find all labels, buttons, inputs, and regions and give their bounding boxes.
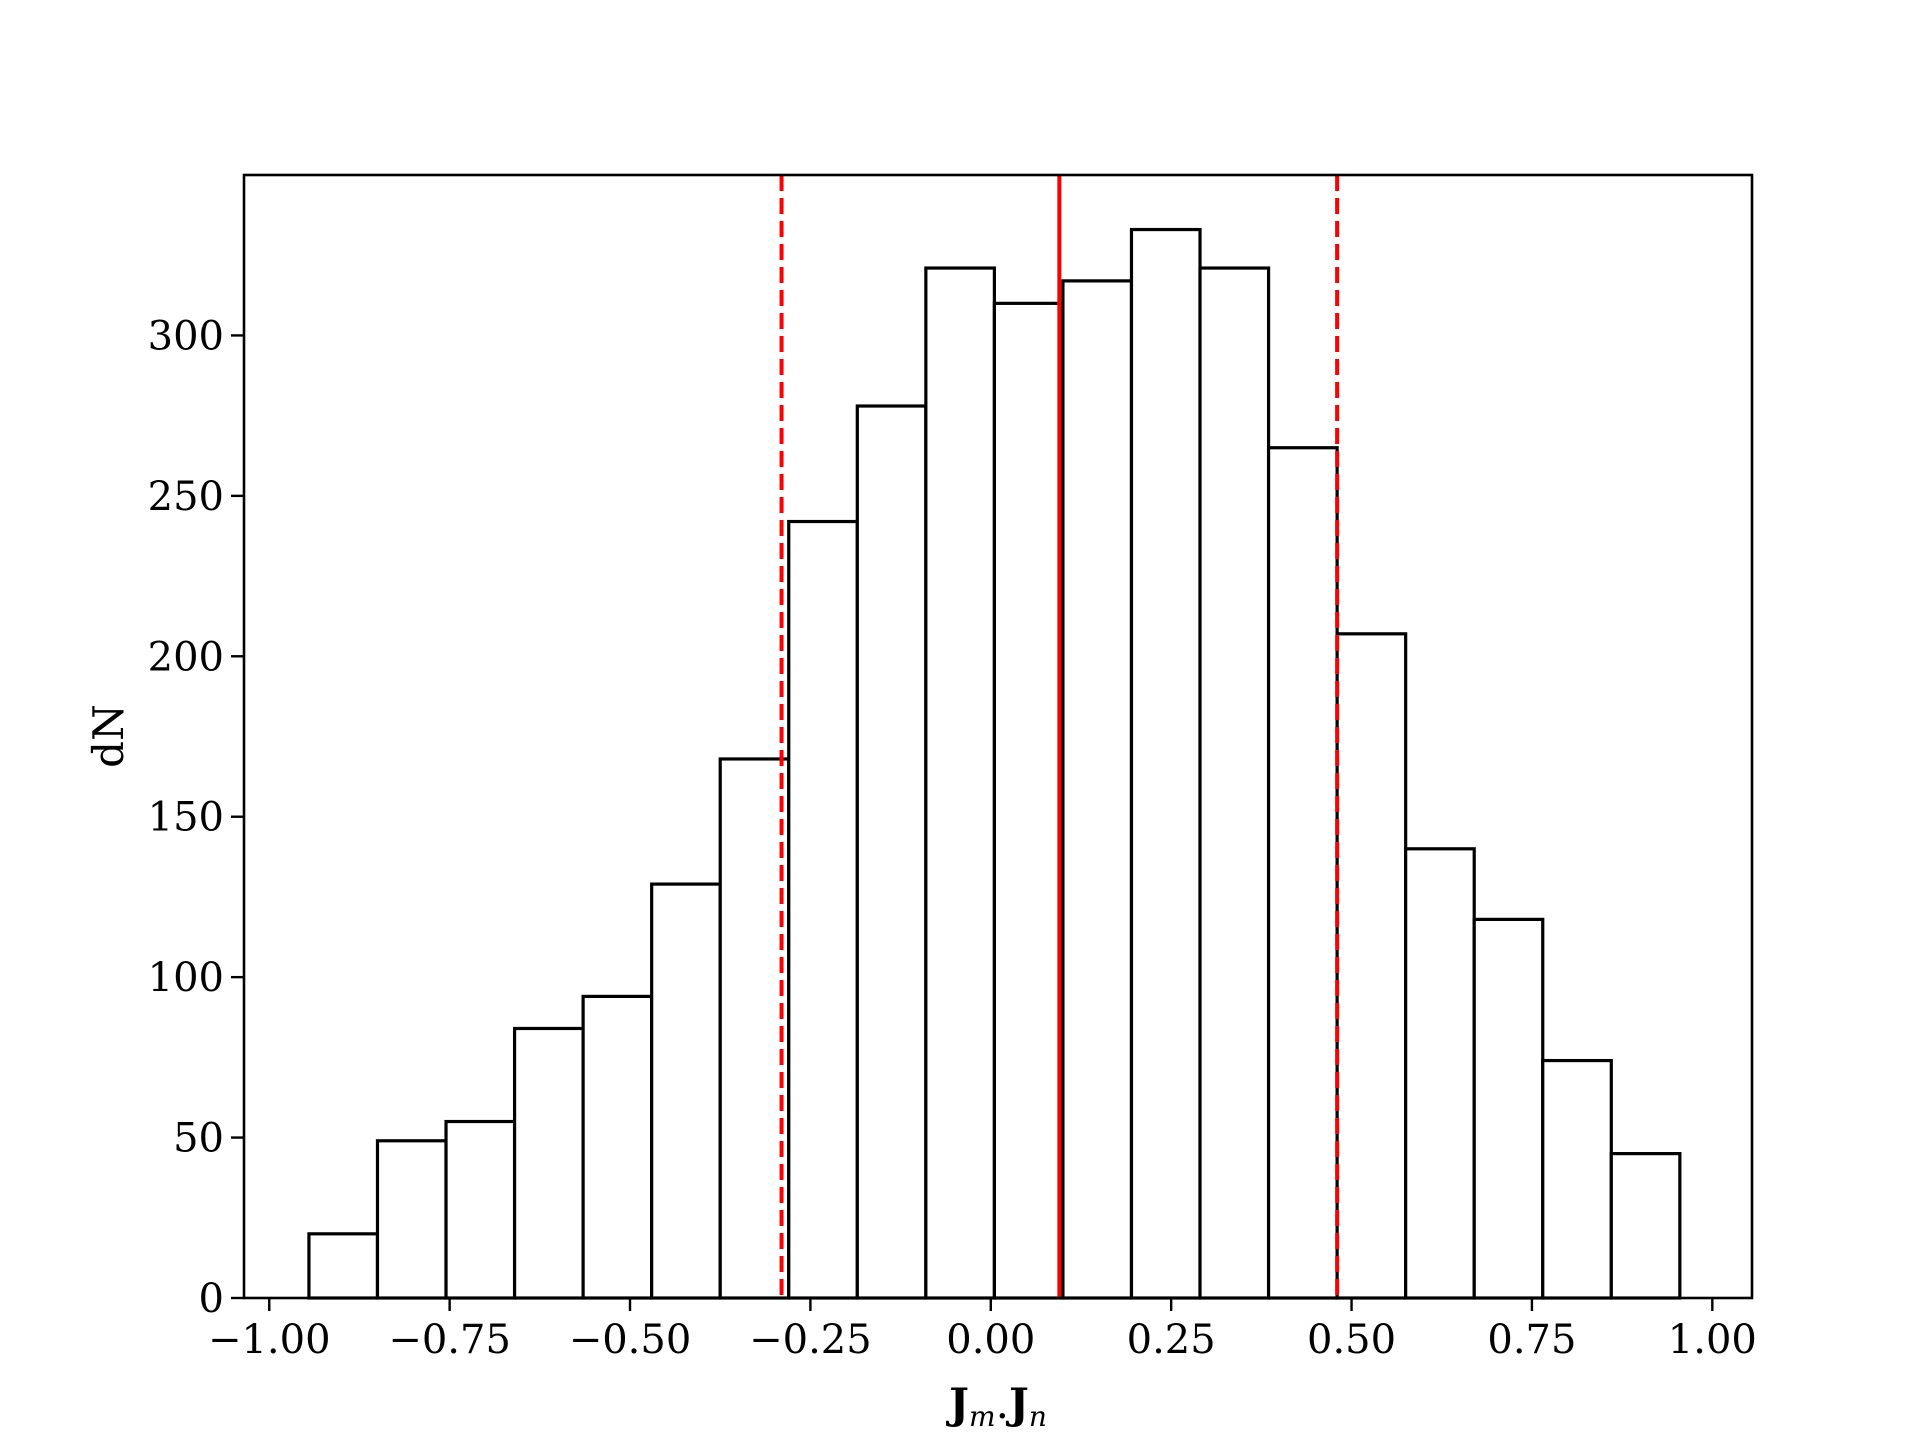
histogram-bar: [581, 994, 654, 1300]
x-label-sub-2: n: [1029, 1400, 1047, 1433]
histogram-bar: [512, 1026, 585, 1300]
histogram-bar: [924, 266, 996, 1300]
histogram-bar: [1266, 446, 1339, 1300]
x-tick-label: −0.75: [388, 1317, 511, 1363]
histogram-bar: [1129, 227, 1202, 1300]
histogram-bar: [375, 1139, 448, 1300]
histogram-bar: [718, 757, 791, 1300]
histogram-bar: [1541, 1058, 1613, 1300]
x-tick-label: 0.50: [1307, 1317, 1396, 1363]
histogram-bar: [1609, 1152, 1682, 1300]
x-tick-label: −0.25: [749, 1317, 872, 1363]
y-tick-label: 250: [148, 474, 224, 520]
y-tick-label: 200: [148, 634, 224, 680]
histogram-bar: [1335, 632, 1408, 1300]
histogram-bar: [1198, 266, 1271, 1300]
y-tick-label: 0: [199, 1276, 224, 1322]
x-axis-label: Jm.Jn: [945, 1379, 1047, 1433]
x-tick-label: −1.00: [208, 1317, 331, 1363]
y-axis-label: dN: [84, 704, 133, 768]
histogram-bar: [650, 882, 722, 1300]
y-tick-label: 300: [148, 313, 224, 359]
y-axis-ticks: 0 50 100 150 200 250 300: [148, 313, 244, 1322]
x-label-main-2: J: [1005, 1379, 1029, 1428]
histogram-bar: [1061, 279, 1134, 1300]
histogram-bar: [307, 1232, 380, 1300]
histogram-bars: [307, 227, 1682, 1300]
x-label-sub-1: m: [969, 1400, 996, 1433]
y-tick-label: 150: [148, 795, 224, 841]
x-axis-ticks: −1.00 −0.75 −0.50 −0.25 0.00 0.25 0.50 0.75 1.00: [208, 1298, 1757, 1363]
x-label-separator: .: [996, 1379, 1009, 1428]
histogram-bar: [787, 519, 859, 1300]
x-tick-label: 1.00: [1668, 1317, 1757, 1363]
x-tick-label: 0.25: [1127, 1317, 1216, 1363]
histogram-bar: [1404, 847, 1476, 1300]
x-tick-label: 0.00: [946, 1317, 1035, 1363]
x-tick-label: −0.50: [569, 1317, 692, 1363]
reference-lines: [779, 175, 1340, 1298]
y-tick-label: 100: [148, 955, 224, 1001]
histogram-bar: [1472, 917, 1545, 1300]
y-tick-label: 50: [173, 1116, 224, 1162]
x-label-main-1: J: [945, 1379, 969, 1428]
histogram-bar: [855, 404, 928, 1300]
plot-frame: [242, 173, 1754, 1300]
x-tick-label: 0.75: [1487, 1317, 1576, 1363]
histogram-bar: [444, 1119, 517, 1300]
histogram-bar: [992, 301, 1065, 1300]
